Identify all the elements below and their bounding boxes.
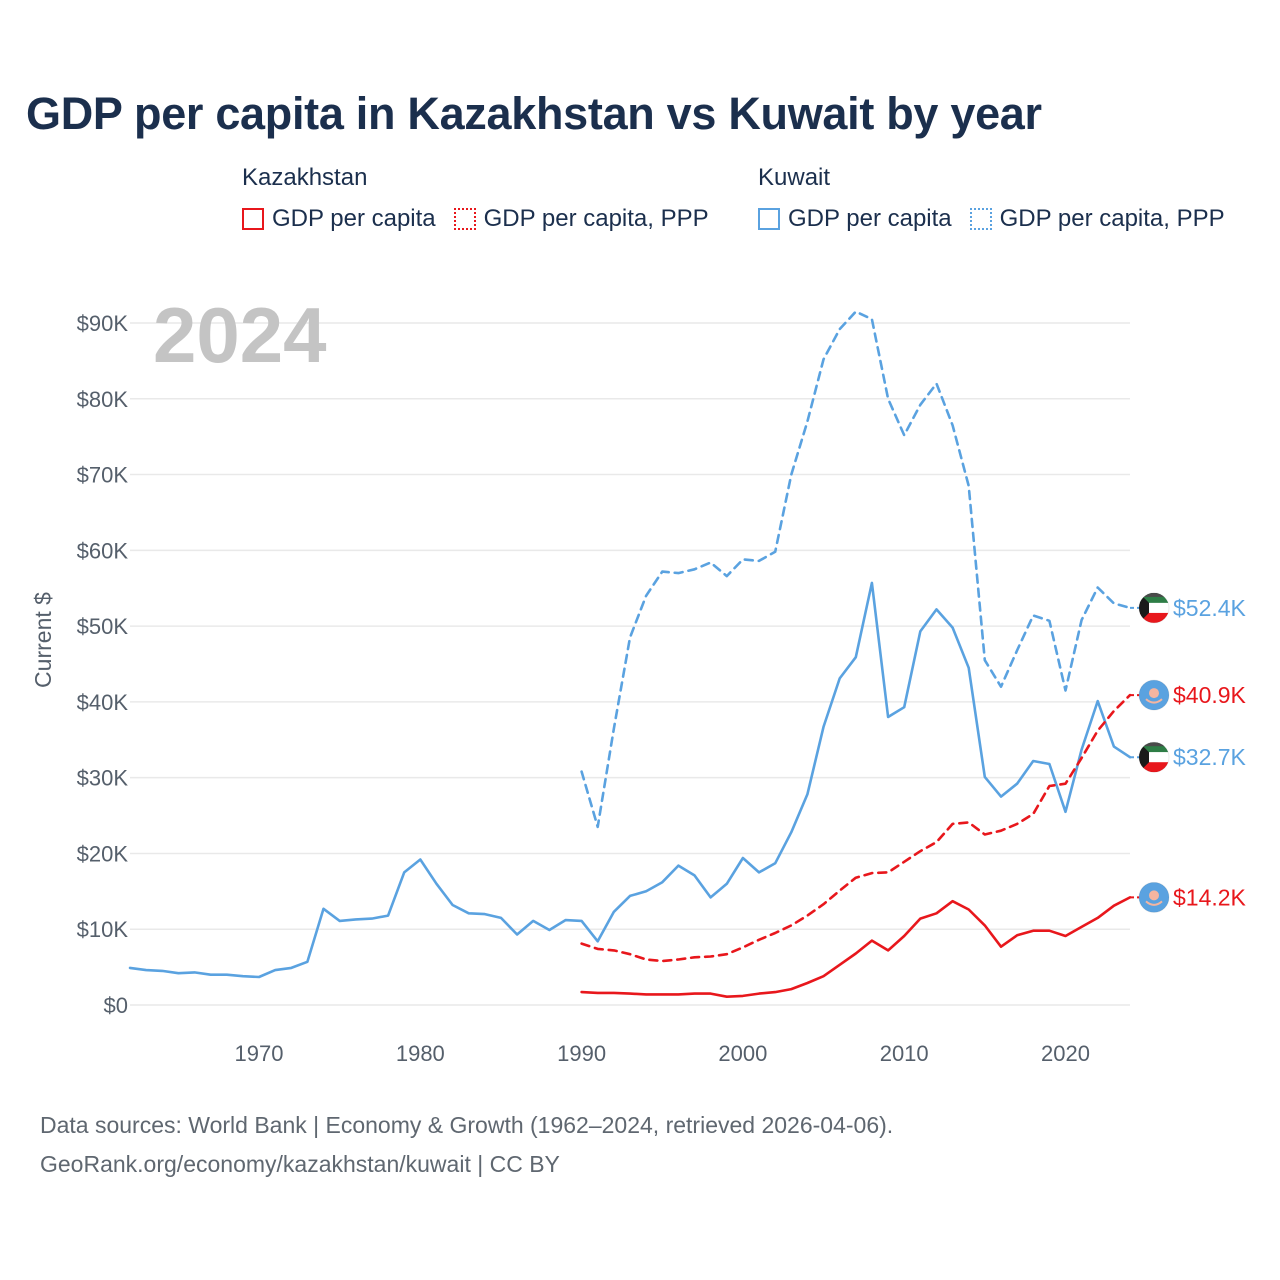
legend-swatch-dotted-icon <box>453 208 476 230</box>
kazakhstan-flag-icon <box>1138 881 1170 913</box>
footer-credit: GeoRank.org/economy/kazakhstan/kuwait | … <box>40 1151 560 1177</box>
legend-item-label: GDP per capita <box>272 205 436 232</box>
end-value-label: $52.4K <box>1173 595 1247 621</box>
legend-swatch-solid-icon <box>758 208 780 230</box>
series-line-kazakhstan-gdp-per-capita-ppp[interactable] <box>580 693 1132 963</box>
year-label: 2024 <box>153 291 327 379</box>
y-tick-label: $30K <box>77 766 129 791</box>
y-tick-label: $50K <box>77 614 129 639</box>
legend-country-label: Kazakhstan <box>242 164 368 191</box>
y-tick-label: $20K <box>77 841 129 866</box>
legend-item-label: GDP per capita, PPP <box>483 205 709 232</box>
legend-country-label: Kuwait <box>758 164 831 191</box>
legend-swatch-solid-icon <box>242 208 264 230</box>
footer: Data sources: World Bank | Economy & Gro… <box>40 1106 893 1184</box>
y-axis-title: Current $ <box>30 592 56 688</box>
x-tick-label: 2010 <box>880 1041 929 1066</box>
footer-source: Data sources: World Bank | Economy & Gro… <box>40 1112 894 1138</box>
chart-title: GDP per capita in Kazakhstan vs Kuwait b… <box>26 88 1042 139</box>
legend-item-label: GDP per capita <box>788 205 952 232</box>
legend-group-kazakhstan: Kazakhstan GDP per capita GDP per capita… <box>242 163 727 233</box>
x-tick-label: 1970 <box>235 1041 284 1066</box>
x-tick-label: 2000 <box>718 1041 767 1066</box>
legend-swatch-dotted-icon <box>969 208 992 230</box>
end-value-label: $32.7K <box>1173 744 1247 770</box>
series-line-kazakhstan-gdp-per-capita[interactable] <box>580 896 1132 998</box>
end-value-label: $40.9K <box>1173 682 1247 708</box>
y-tick-label: $40K <box>77 690 129 715</box>
legend-item-kazakhstan-gdp[interactable]: GDP per capita <box>242 205 436 233</box>
series-line-kuwait-gdp-per-capita-ppp[interactable] <box>580 310 1132 829</box>
x-tick-label: 1980 <box>396 1041 445 1066</box>
legend-item-kuwait-gdp-ppp[interactable]: GDP per capita, PPP <box>969 205 1225 233</box>
x-tick-label: 2020 <box>1041 1041 1090 1066</box>
y-tick-label: $10K <box>77 917 129 942</box>
legend-item-kazakhstan-gdp-ppp[interactable]: GDP per capita, PPP <box>453 205 709 233</box>
kuwait-flag-icon <box>1138 592 1170 624</box>
legend-item-label: GDP per capita, PPP <box>999 205 1225 232</box>
series-line-kuwait-gdp-per-capita[interactable] <box>128 581 1132 979</box>
y-tick-label: $80K <box>77 387 129 412</box>
y-tick-label: $90K <box>77 311 129 336</box>
kazakhstan-flag-icon <box>1138 679 1170 711</box>
x-tick-label: 1990 <box>557 1041 606 1066</box>
legend-item-kuwait-gdp[interactable]: GDP per capita <box>758 205 952 233</box>
kuwait-flag-icon <box>1138 741 1170 773</box>
y-tick-label: $0 <box>104 993 128 1018</box>
y-tick-label: $70K <box>77 463 129 488</box>
y-tick-label: $60K <box>77 538 129 563</box>
legend-group-kuwait: Kuwait GDP per capita GDP per capita, PP… <box>758 163 1243 233</box>
end-value-label: $14.2K <box>1173 884 1247 910</box>
